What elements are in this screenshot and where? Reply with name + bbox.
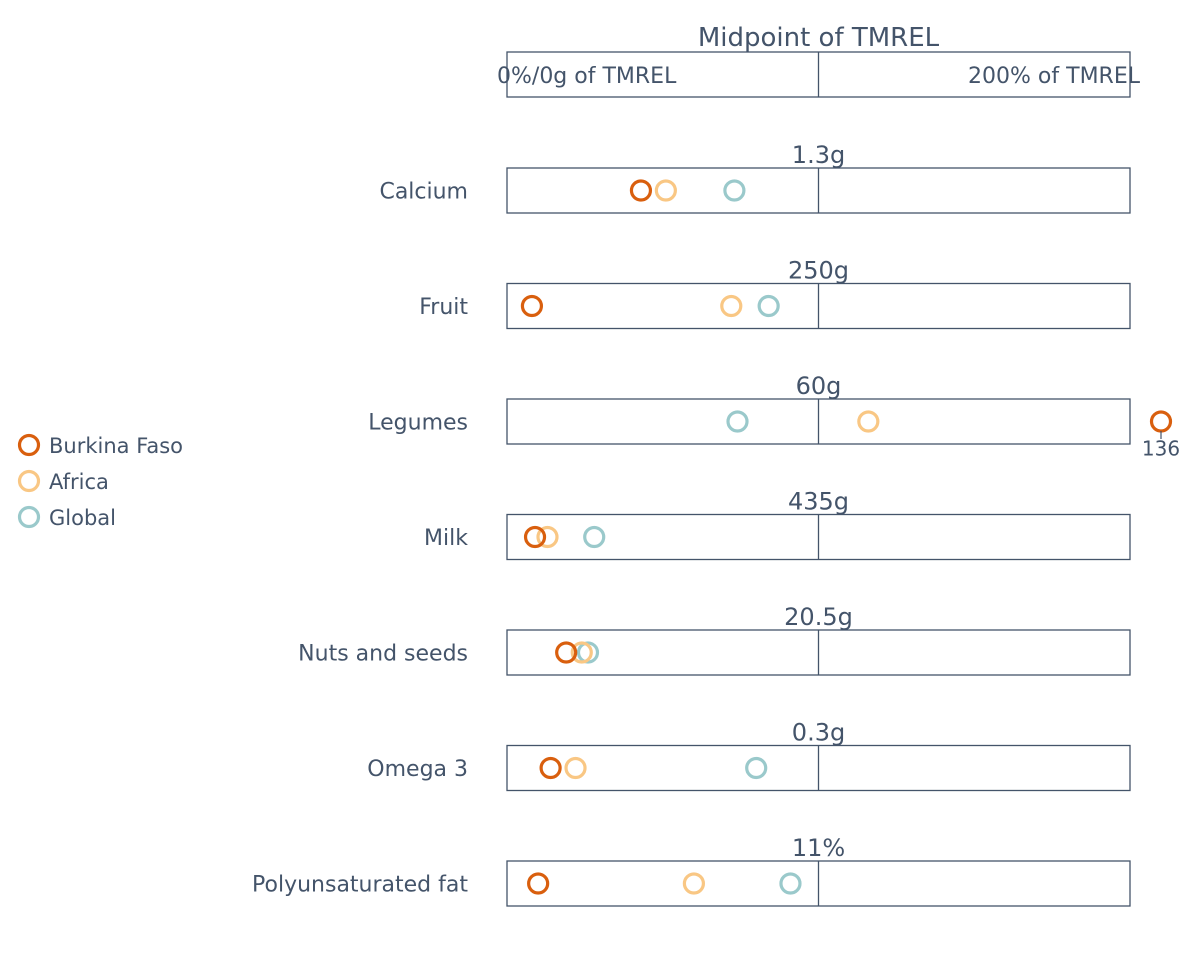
dot-global [723, 179, 746, 202]
legend-marker [17, 469, 41, 493]
tmrel-value-label: 1.3g [792, 141, 845, 169]
dot-burkina-faso [629, 179, 653, 202]
legend-label: Africa [49, 470, 109, 494]
dot-global [757, 294, 780, 318]
header-scale: Midpoint of TMREL 0%/0g of TMREL 200% of… [497, 23, 1141, 98]
dot-africa [857, 410, 880, 433]
tmrel-value-label: 250g [788, 257, 849, 285]
row-label: Nuts and seeds [298, 642, 468, 667]
tmrel-value-label: 11% [792, 834, 845, 862]
dot-burkina-faso [539, 756, 562, 780]
row-nuts-and-seeds: Nuts and seeds 20.5g [298, 603, 1131, 676]
row-fruit: Fruit 250g [419, 257, 1131, 330]
row-label: Milk [424, 526, 468, 551]
dot-africa [536, 525, 559, 549]
legend-marker [17, 505, 41, 529]
row-label: Polyunsaturated fat [252, 873, 468, 898]
dot-global [745, 756, 768, 780]
row-label: Legumes [368, 411, 468, 436]
dot-africa [654, 179, 677, 202]
header-left-label: 0%/0g of TMREL [497, 64, 677, 89]
legend-label: Burkina Faso [49, 434, 183, 458]
row-calcium: Calcium 1.3g [379, 141, 1131, 214]
legend: Burkina Faso Africa Global [17, 433, 183, 530]
dot-global [779, 872, 802, 895]
tmrel-value-label: 435g [788, 488, 849, 516]
dot-global [576, 641, 600, 664]
header-right-label: 200% of TMREL [968, 64, 1141, 89]
row-milk: Milk 435g [424, 488, 1131, 561]
row-legumes: Legumes 60g 136 [368, 372, 1180, 461]
header-title: Midpoint of TMREL [698, 23, 940, 53]
chart-rows: Calcium 1.3g Fruit 250g Legumes 60g 136 Milk 435… [252, 141, 1180, 907]
dot-burkina-faso [555, 641, 578, 664]
dot-burkina-faso [1149, 410, 1173, 433]
legend-item-global: Global [17, 505, 116, 530]
dot-global [726, 410, 749, 433]
overflow-value-label: 136 [1142, 437, 1180, 461]
dot-burkina-faso [527, 872, 550, 895]
legend-label: Global [49, 506, 116, 530]
tmrel-value-label: 20.5g [784, 603, 853, 631]
row-omega-3: Omega 3 0.3g [367, 719, 1131, 792]
legend-marker [17, 433, 41, 457]
row-label: Omega 3 [367, 757, 468, 782]
legend-item-africa: Africa [17, 469, 109, 494]
row-label: Fruit [419, 295, 468, 320]
dot-africa [564, 756, 587, 780]
tmrel-value-label: 60g [796, 372, 842, 400]
dot-africa [682, 872, 706, 895]
tmrel-value-label: 0.3g [792, 719, 845, 747]
row-polyunsaturated-fat: Polyunsaturated fat 11% [252, 834, 1131, 907]
dot-burkina-faso [520, 294, 544, 318]
dot-global [583, 525, 606, 549]
dot-africa [720, 294, 743, 318]
dot-burkina-faso [523, 525, 547, 549]
legend-item-burkina-faso: Burkina Faso [17, 433, 183, 458]
dot-africa [570, 641, 593, 664]
row-label: Calcium [379, 180, 468, 205]
